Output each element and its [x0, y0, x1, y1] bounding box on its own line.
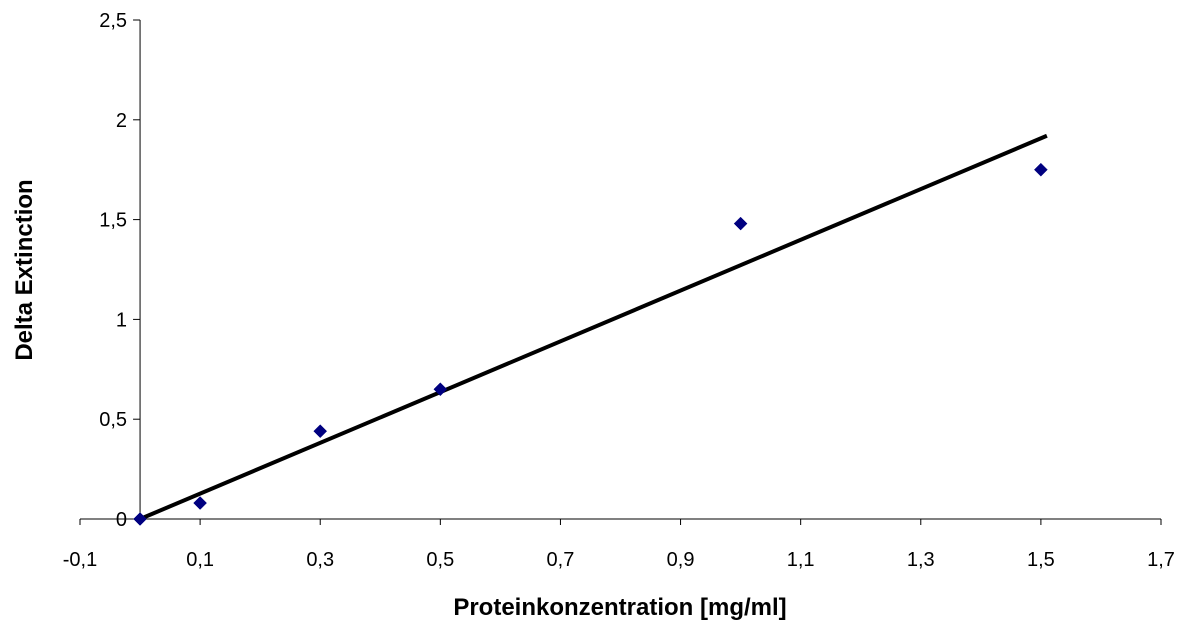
y-tick-label: 0: [116, 509, 127, 531]
trendline: [139, 133, 1048, 521]
y-axis-title: Delta Extinction: [11, 179, 38, 360]
x-tick-label: 1,7: [1147, 549, 1175, 571]
data-point: [433, 382, 448, 397]
x-tick-label: 0,5: [426, 549, 454, 571]
data-point: [133, 512, 147, 526]
data-point: [313, 424, 328, 439]
x-axis-title: Proteinkonzentration [mg/ml]: [453, 594, 786, 621]
y-tick-label: 2: [116, 110, 127, 132]
data-point: [1034, 162, 1048, 177]
y-tick-label: 1,5: [99, 210, 127, 232]
y-tick-label: 1: [116, 309, 127, 331]
x-tick-label: 0,7: [547, 549, 575, 571]
x-tick-label: 1,5: [1027, 549, 1055, 571]
x-ticks: -0,1 0,1 0,3 0,5 0,7 0,9 1,1 1,3 1,5 1,7: [63, 519, 1175, 571]
y-tick-label: 0,5: [99, 409, 127, 431]
x-tick-label: 0,3: [306, 549, 334, 571]
x-tick-label: 0,1: [186, 549, 214, 571]
y-tick-label: 2,5: [99, 10, 127, 32]
data-point: [733, 216, 748, 231]
axes: [80, 20, 1161, 520]
data-point: [193, 496, 207, 510]
x-tick-label: -0,1: [63, 549, 97, 571]
x-tick-label: 1,1: [787, 549, 815, 571]
x-tick-label: 1,3: [907, 549, 935, 571]
x-tick-label: 0,9: [667, 549, 695, 571]
trendline-group: [139, 133, 1048, 521]
data-points: [133, 162, 1048, 526]
y-ticks: 0 0,5 1 1,5 2 2,5: [99, 10, 141, 531]
